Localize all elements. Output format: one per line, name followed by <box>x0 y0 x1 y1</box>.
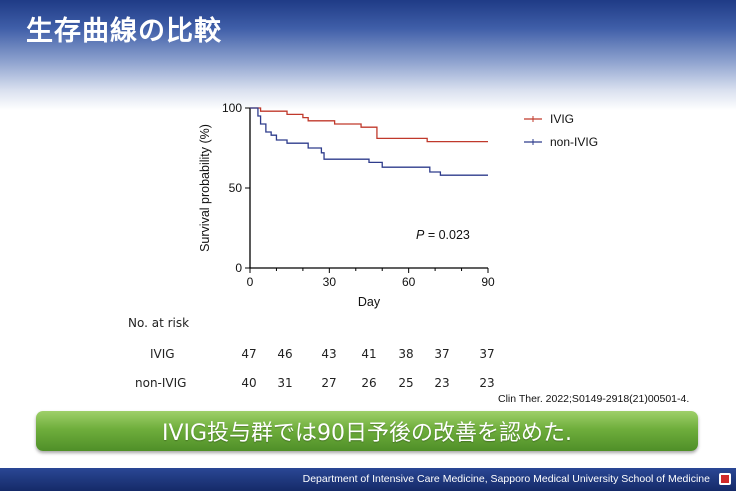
header-band <box>0 0 736 110</box>
footer-bar: Department of Intensive Care Medicine, S… <box>0 468 736 491</box>
slide-title: 生存曲線の比較 <box>26 16 222 47</box>
risk-value: 38 <box>398 347 414 361</box>
university-logo-icon <box>719 473 731 485</box>
risk-value: 41 <box>361 347 377 361</box>
survival-curve-non-ivig <box>250 107 488 176</box>
risk-value: 23 <box>479 376 495 390</box>
risk-value: 47 <box>241 347 257 361</box>
x-tick-label: 90 <box>481 275 495 289</box>
x-tick-label: 60 <box>402 275 416 289</box>
x-axis-label: Day <box>358 295 381 309</box>
risk-value: 46 <box>277 347 293 361</box>
legend-label: non-IVIG <box>550 135 598 149</box>
conclusion-text: IVIG投与群では90日予後の改善を認めた. <box>161 421 573 446</box>
risk-value: 43 <box>321 347 337 361</box>
y-axis-label: Survival probability (%) <box>198 124 212 252</box>
risk-value: 31 <box>277 376 293 390</box>
legend-label: IVIG <box>550 112 574 126</box>
survival-curve-ivig <box>250 107 488 143</box>
y-tick-label: 100 <box>222 101 242 115</box>
y-tick-label: 50 <box>229 181 243 195</box>
risk-row-label-non-ivig: non-IVIG <box>135 376 187 390</box>
risk-row-label-ivig: IVIG <box>150 347 175 361</box>
risk-table-title: No. at risk <box>128 316 190 330</box>
x-tick-label: 30 <box>323 275 337 289</box>
risk-value: 26 <box>361 376 377 390</box>
p-value-annotation: P = 0.023 <box>416 228 470 242</box>
risk-value: 27 <box>321 376 337 390</box>
y-tick-label: 0 <box>235 261 242 275</box>
risk-value: 37 <box>434 347 450 361</box>
risk-value: 37 <box>479 347 495 361</box>
footer-text: Department of Intensive Care Medicine, S… <box>302 473 710 485</box>
risk-value: 40 <box>241 376 257 390</box>
risk-value: 25 <box>398 376 414 390</box>
risk-value: 23 <box>434 376 450 390</box>
citation: Clin Ther. 2022;S0149-2918(21)00501-4. <box>498 393 690 405</box>
conclusion-banner: IVIG投与群では90日予後の改善を認めた. <box>36 411 698 451</box>
x-tick-label: 0 <box>247 275 254 289</box>
